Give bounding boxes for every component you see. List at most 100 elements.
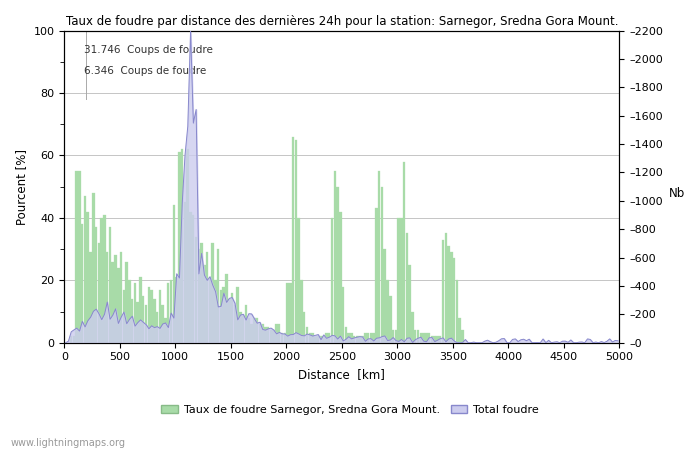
Bar — [78, 171, 81, 343]
Legend: Taux de foudre Sarnegor, Sredna Gora Mount., Total foudre: Taux de foudre Sarnegor, Sredna Gora Mou… — [157, 401, 543, 420]
Bar — [433, 337, 436, 343]
Bar — [225, 274, 228, 343]
Bar — [392, 330, 394, 343]
Bar — [267, 327, 270, 343]
Bar — [183, 202, 186, 343]
Bar — [333, 171, 336, 343]
Bar — [367, 333, 370, 343]
Bar — [428, 333, 430, 343]
Bar — [186, 149, 189, 343]
Bar — [100, 218, 103, 343]
Bar — [178, 152, 181, 343]
Bar — [84, 196, 86, 343]
Bar — [330, 218, 333, 343]
Bar — [309, 333, 311, 343]
Bar — [358, 337, 361, 343]
Bar — [439, 337, 442, 343]
Bar — [408, 265, 411, 343]
Bar — [372, 333, 375, 343]
Bar — [344, 327, 347, 343]
Bar — [148, 287, 150, 343]
Bar — [430, 337, 433, 343]
Title: Taux de foudre par distance des dernières 24h pour la station: Sarnegor, Sredna : Taux de foudre par distance des dernière… — [66, 15, 618, 28]
Bar — [411, 311, 414, 343]
Bar — [114, 255, 117, 343]
Bar — [303, 311, 305, 343]
Bar — [447, 246, 450, 343]
Bar — [361, 337, 364, 343]
Bar — [90, 252, 92, 343]
Bar — [203, 265, 206, 343]
Bar — [237, 287, 239, 343]
Bar — [231, 293, 233, 343]
Bar — [461, 330, 463, 343]
Bar — [403, 162, 405, 343]
Bar — [206, 252, 209, 343]
Bar — [117, 268, 120, 343]
Bar — [389, 296, 391, 343]
Bar — [145, 305, 147, 343]
Bar — [175, 277, 178, 343]
Bar — [450, 252, 453, 343]
Bar — [378, 171, 380, 343]
Bar — [197, 249, 200, 343]
Bar — [253, 318, 256, 343]
Bar — [106, 252, 108, 343]
Bar — [278, 324, 281, 343]
Bar — [76, 171, 78, 343]
Bar — [136, 302, 139, 343]
Bar — [295, 140, 297, 343]
Bar — [425, 333, 428, 343]
Bar — [195, 237, 197, 343]
Bar — [142, 296, 144, 343]
Bar — [73, 337, 75, 343]
Bar — [292, 137, 295, 343]
Bar — [375, 208, 377, 343]
Bar — [339, 212, 342, 343]
Bar — [239, 311, 241, 343]
Bar — [328, 333, 330, 343]
Bar — [150, 290, 153, 343]
Bar — [458, 318, 461, 343]
X-axis label: Distance  [km]: Distance [km] — [298, 368, 385, 381]
Bar — [192, 215, 195, 343]
Bar — [250, 324, 253, 343]
Bar — [436, 337, 439, 343]
Bar — [156, 311, 158, 343]
Bar — [264, 327, 267, 343]
Bar — [181, 149, 183, 343]
Bar — [120, 252, 122, 343]
Bar — [395, 330, 397, 343]
Bar — [300, 280, 302, 343]
Bar — [220, 290, 222, 343]
Bar — [169, 280, 172, 343]
Bar — [353, 337, 356, 343]
Bar — [103, 215, 106, 343]
Bar — [211, 243, 214, 343]
Bar — [384, 249, 386, 343]
Bar — [370, 333, 372, 343]
Y-axis label: Pourcent [%]: Pourcent [%] — [15, 148, 28, 225]
Bar — [122, 290, 125, 343]
Bar — [356, 337, 358, 343]
Bar — [209, 277, 211, 343]
Bar — [272, 330, 275, 343]
Bar — [314, 337, 316, 343]
Bar — [248, 318, 250, 343]
Bar — [419, 333, 422, 343]
Bar — [381, 187, 383, 343]
Bar — [406, 234, 408, 343]
Bar — [386, 280, 389, 343]
Bar — [189, 212, 192, 343]
Bar — [200, 243, 203, 343]
Text: www.lightningmaps.org: www.lightningmaps.org — [10, 438, 125, 448]
Bar — [234, 305, 236, 343]
Bar — [275, 324, 278, 343]
Bar — [347, 333, 350, 343]
Bar — [242, 315, 244, 343]
Bar — [162, 305, 164, 343]
Bar — [167, 284, 169, 343]
Bar — [442, 240, 444, 343]
Bar — [153, 299, 155, 343]
Bar — [342, 287, 344, 343]
